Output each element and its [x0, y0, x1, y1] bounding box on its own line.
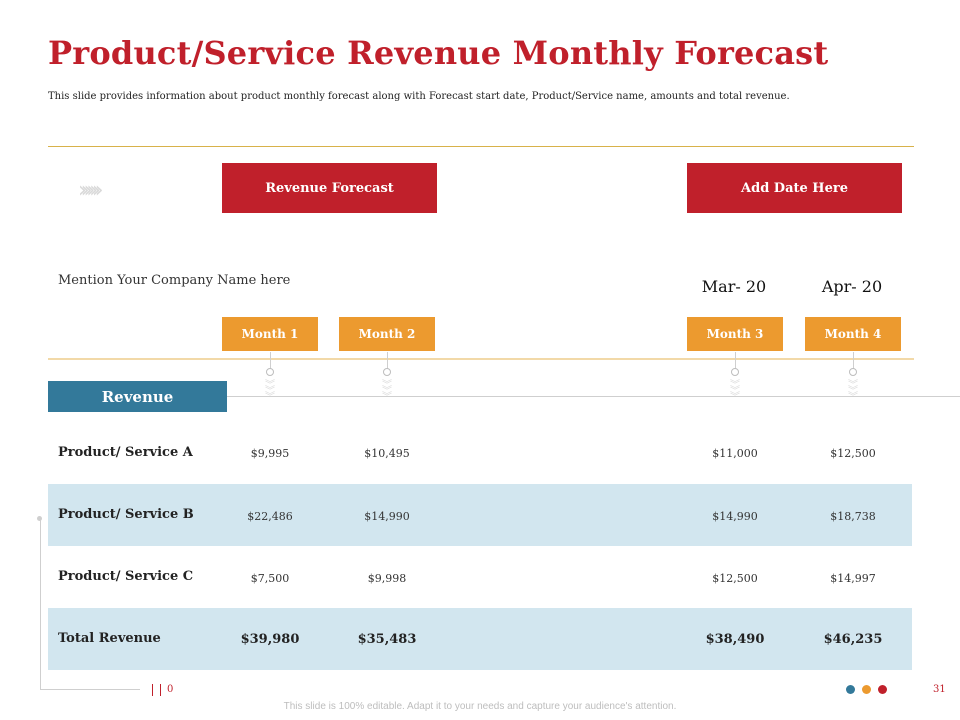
table-cell-total: $38,490: [705, 632, 765, 647]
chevrons-down-icon: ︾ ︾ ︾: [730, 380, 740, 403]
footer-dot-teal: [846, 685, 855, 694]
connector-dot: [383, 368, 391, 376]
revenue-forecast-button[interactable]: Revenue Forecast: [222, 163, 437, 213]
date-label-month-3: Mar- 20: [701, 277, 767, 296]
chevrons-down-icon: ︾ ︾ ︾: [382, 380, 392, 403]
connector-dot: [266, 368, 274, 376]
bracket-line: [40, 520, 41, 689]
row-label: Product/ Service C: [58, 569, 194, 584]
month-4-header[interactable]: Month 4: [805, 317, 901, 351]
month-1-header[interactable]: Month 1: [222, 317, 318, 351]
month-2-header[interactable]: Month 2: [339, 317, 435, 351]
table-cell: $22,486: [247, 510, 293, 523]
table-row-total: [48, 608, 912, 670]
page-title: Product/Service Revenue Monthly Forecast: [48, 34, 829, 72]
connector-dot: [731, 368, 739, 376]
divider: [48, 146, 914, 147]
footer-mark: [152, 684, 153, 696]
table-cell: $14,997: [830, 572, 876, 585]
table-cell-total: $46,235: [823, 632, 883, 647]
table-cell: $12,500: [712, 572, 758, 585]
table-cell-total: $39,980: [240, 632, 300, 647]
date-label-month-4: Apr- 20: [821, 277, 883, 296]
connector-month-3: [735, 352, 736, 370]
month-3-header[interactable]: Month 3: [687, 317, 783, 351]
row-label: Product/ Service B: [58, 507, 194, 522]
revenue-section-label: Revenue: [48, 381, 227, 412]
table-cell: $14,990: [712, 510, 758, 523]
row-label: Product/ Service A: [58, 445, 193, 460]
connector-month-4: [853, 352, 854, 370]
footer-dot-red: [878, 685, 887, 694]
chevrons-down-icon: ︾ ︾ ︾: [265, 380, 275, 403]
footer-note: This slide is 100% editable. Adapt it to…: [283, 701, 677, 712]
table-cell: $9,998: [367, 572, 407, 585]
page-subtitle: This slide provides information about pr…: [48, 91, 790, 102]
chevrons-right-icon: ›››››››: [78, 178, 103, 203]
table-cell: $14,990: [364, 510, 410, 523]
connector-dot: [849, 368, 857, 376]
table-cell: $7,500: [250, 572, 290, 585]
connector-month-1: [270, 352, 271, 370]
row-label: Total Revenue: [58, 631, 161, 646]
table-cell: $12,500: [830, 447, 876, 460]
footer-left-number: 0: [167, 684, 174, 695]
table-cell: $10,495: [364, 447, 410, 460]
bracket-line: [40, 689, 140, 690]
chevrons-down-icon: ︾ ︾ ︾: [848, 380, 858, 403]
connector-month-2: [387, 352, 388, 370]
table-cell-total: $35,483: [357, 632, 417, 647]
header-divider: [48, 358, 914, 360]
table-cell: $11,000: [712, 447, 758, 460]
add-date-button[interactable]: Add Date Here: [687, 163, 902, 213]
bracket-dot: [37, 516, 42, 521]
table-cell: $18,738: [830, 510, 876, 523]
company-name: Mention Your Company Name here: [58, 273, 291, 288]
revenue-timeline: [227, 396, 960, 397]
footer-dot-orange: [862, 685, 871, 694]
table-cell: $9,995: [250, 447, 290, 460]
page-number: 31: [933, 684, 946, 695]
footer-mark: [160, 684, 161, 696]
table-row: [48, 484, 912, 546]
